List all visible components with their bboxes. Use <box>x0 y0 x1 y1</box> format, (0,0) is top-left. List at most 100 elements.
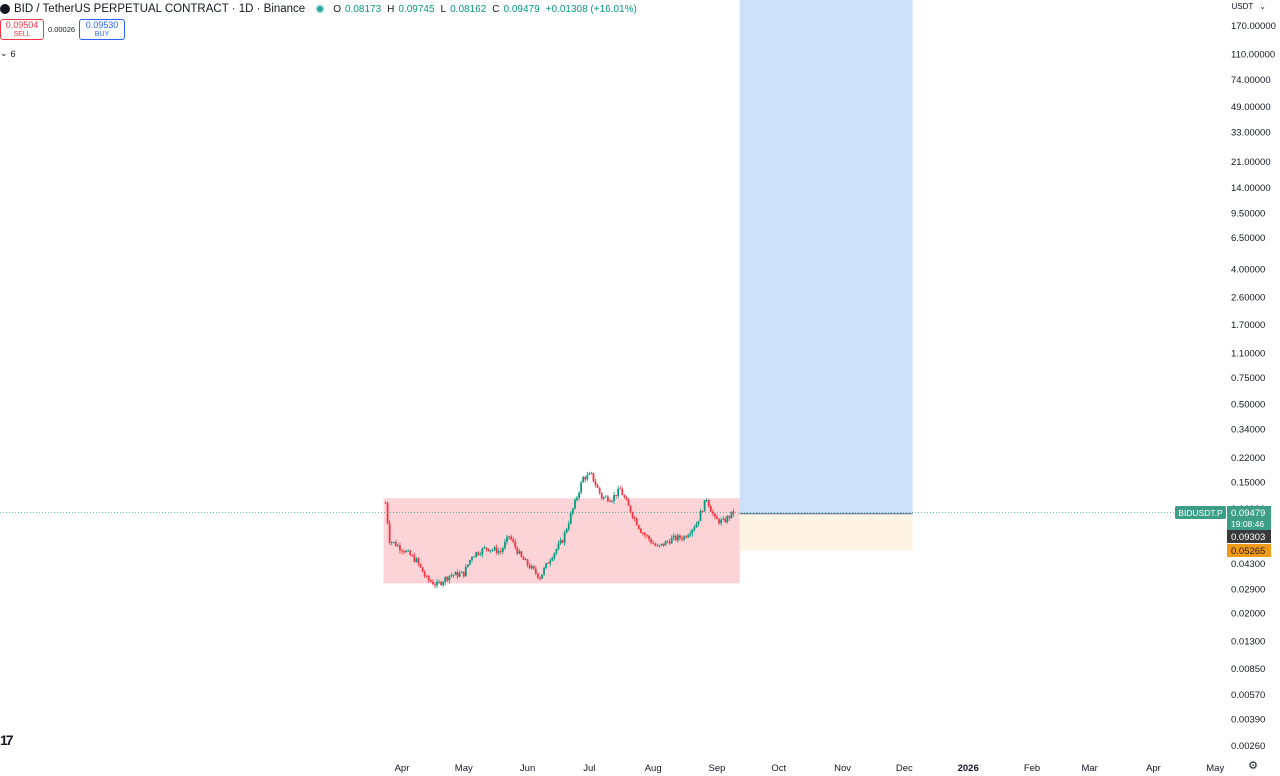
candle <box>590 471 593 475</box>
candle-body <box>711 511 714 514</box>
candle-body <box>621 489 624 496</box>
price-tick-label: 1.10000 <box>1231 348 1265 359</box>
price-tick-label: 21.00000 <box>1231 157 1271 168</box>
time-tick-label: Oct <box>771 763 786 774</box>
candle <box>674 534 677 542</box>
candle <box>652 540 655 545</box>
candle-body <box>425 575 428 577</box>
candle-body <box>396 545 399 547</box>
candle <box>384 501 387 504</box>
currency-selector[interactable]: USDT ⌄ <box>1232 2 1266 11</box>
candle-body <box>530 566 533 569</box>
candle <box>516 546 519 556</box>
time-tick-label: Mar <box>1081 763 1097 774</box>
candle <box>501 546 504 555</box>
candle-body <box>434 584 436 586</box>
candle <box>718 518 720 525</box>
candle-body <box>510 536 513 540</box>
candle <box>487 548 490 552</box>
candle <box>703 500 706 512</box>
candle-body <box>561 540 564 543</box>
candle <box>458 570 461 578</box>
candle <box>613 491 615 504</box>
candle <box>549 558 552 567</box>
price-axis[interactable]: 170.00000 110.00000 74.00000 49.00000 33.000… <box>1231 21 1276 752</box>
time-tick-label: Feb <box>1024 763 1040 774</box>
indicators-toggle[interactable]: ⌄ 6 <box>0 48 16 59</box>
candle <box>491 548 494 552</box>
candle-body <box>695 524 698 528</box>
candle-body <box>631 512 634 518</box>
candle-body <box>641 532 644 534</box>
candle-body <box>487 548 490 552</box>
candle <box>388 520 391 545</box>
candle-body <box>693 527 696 530</box>
candle-body <box>462 571 465 577</box>
candle <box>582 475 585 483</box>
candle-body <box>650 539 653 543</box>
candle <box>434 581 436 589</box>
settings-gear-icon[interactable]: ⚙ <box>1248 760 1258 772</box>
candle <box>557 540 560 551</box>
candle <box>728 515 731 521</box>
candle <box>431 579 434 585</box>
candle <box>539 576 541 581</box>
candle-body <box>518 551 521 554</box>
candle <box>401 548 403 555</box>
price-tick-label: 0.01300 <box>1231 636 1265 647</box>
candle-body <box>681 538 683 540</box>
candle <box>429 578 432 583</box>
price-tick-label: 2.60000 <box>1231 292 1265 303</box>
candle-body <box>555 549 558 554</box>
candle <box>497 548 500 556</box>
candle-body <box>466 564 469 567</box>
candle <box>423 569 426 579</box>
candle <box>705 498 708 503</box>
candle-body <box>600 493 603 499</box>
candle <box>658 544 661 548</box>
sell-button[interactable]: 0.09504 SELL <box>0 19 44 40</box>
level-tag: 0.05265 <box>1227 543 1271 557</box>
candle-body <box>705 500 708 501</box>
candle-body <box>477 552 480 555</box>
indicator-count: 6 <box>10 48 16 59</box>
time-tick-label: Dec <box>896 763 913 774</box>
currency-label: USDT <box>1231 2 1254 11</box>
candle-body <box>648 535 650 540</box>
symbol-title[interactable]: BID / TetherUS PERPETUAL CONTRACT · 1D ·… <box>14 3 306 15</box>
candle <box>396 543 399 547</box>
candle-body <box>471 557 473 560</box>
candle <box>654 542 657 547</box>
candle-body <box>596 485 599 488</box>
candle-body <box>541 574 543 579</box>
candle-body <box>660 543 663 546</box>
time-axis[interactable]: Apr May Jun Jul Aug Sep Oct Nov Dec 2026 Feb Mar Apr… <box>395 763 1225 774</box>
candle-body <box>539 577 541 579</box>
candle <box>464 564 467 577</box>
tradingview-logo[interactable]: 17 <box>0 732 14 748</box>
candle <box>701 510 704 513</box>
candle <box>596 483 599 488</box>
buy-button[interactable]: 0.09530 BUY <box>79 19 125 40</box>
candle <box>633 515 636 522</box>
symbol-logo-icon <box>0 4 10 14</box>
time-tick-label: Aug <box>645 763 662 774</box>
candle <box>555 548 558 556</box>
candle-body <box>697 520 700 525</box>
candle <box>586 471 589 481</box>
candle <box>625 495 628 501</box>
candle-body <box>584 476 587 480</box>
candle-body <box>668 541 671 544</box>
candle <box>693 525 696 532</box>
candle <box>681 535 683 542</box>
candle <box>567 520 570 532</box>
candle <box>561 539 564 544</box>
candle <box>664 540 667 546</box>
candle <box>456 569 459 579</box>
candle <box>720 517 723 526</box>
candle-body <box>506 536 508 542</box>
candle <box>543 566 545 577</box>
candle <box>580 480 583 495</box>
candle-body <box>436 582 438 586</box>
